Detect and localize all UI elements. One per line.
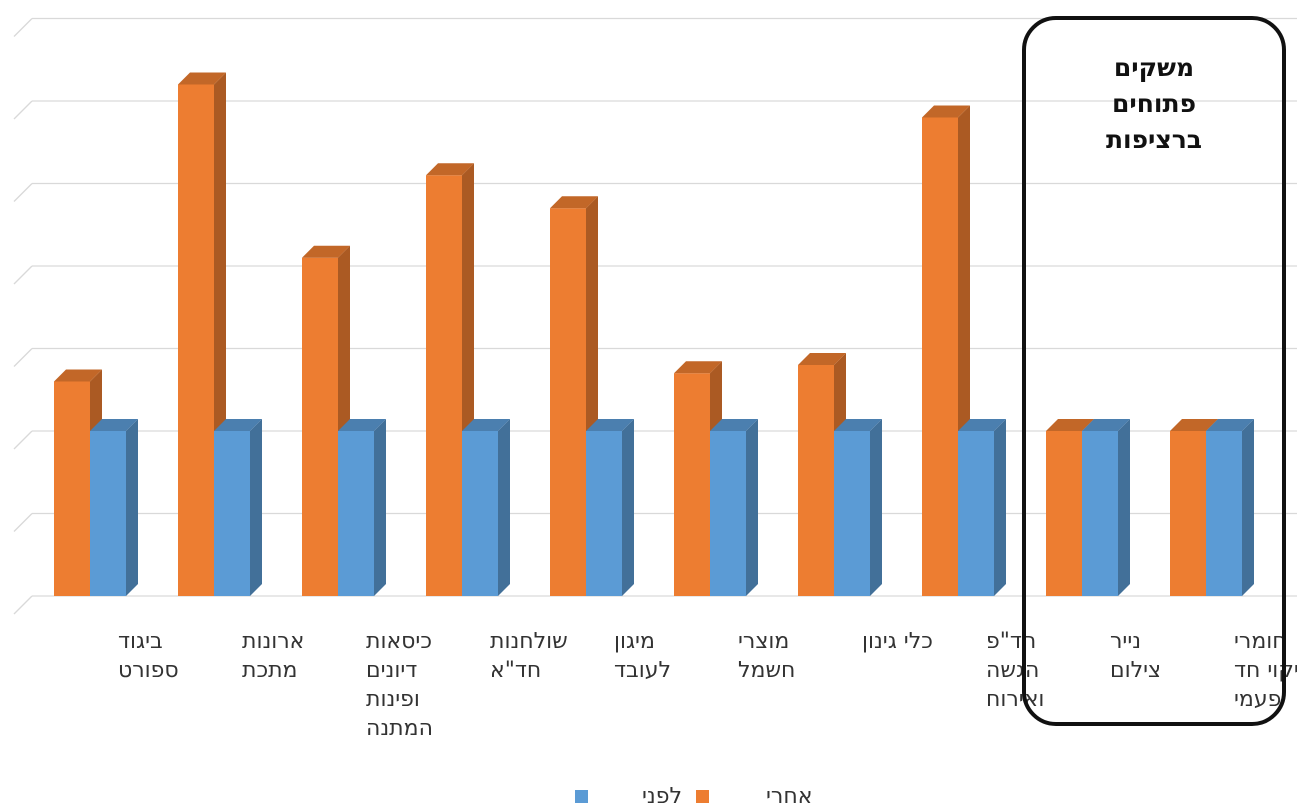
highlight-title: משקים פתוחים ברציפות	[1106, 53, 1202, 154]
bar-before-3	[462, 419, 510, 596]
legend-swatch-before	[575, 790, 588, 803]
legend-label-after: אחרי	[766, 784, 812, 808]
gridline-depth	[13, 430, 33, 450]
bar-before-6	[834, 419, 882, 596]
highlight-frame	[1022, 16, 1286, 726]
bar-before-9	[1206, 419, 1254, 596]
category-label: נייר צילום	[1110, 629, 1161, 683]
category-label: שולחנות חד"א	[490, 629, 568, 683]
gridline-depth	[13, 183, 33, 202]
bar-before-1	[214, 419, 262, 596]
gridline-depth	[13, 513, 33, 532]
bars	[54, 72, 1254, 596]
category-labels: ביגוד ספורט ארונות מתכת כיסאות דיונים ופינות המ…	[118, 629, 1297, 741]
bar-after-1	[178, 72, 226, 596]
gridline-depth	[13, 100, 33, 120]
gridline-depth	[13, 18, 33, 37]
legend: אחרי לפני	[575, 784, 812, 808]
gridline-depth	[13, 348, 33, 367]
category-label: מוצרי חשמל	[738, 629, 795, 683]
bar-before-8	[1082, 419, 1130, 596]
category-label: חד"פ הגשה ואירוח	[986, 629, 1044, 712]
bar-before-2	[338, 419, 386, 596]
category-label: ביגוד ספורט	[118, 629, 179, 683]
category-label: ארונות מתכת	[242, 629, 304, 683]
bar-before-0	[90, 419, 138, 596]
bar-before-4	[586, 419, 634, 596]
gridline-depth	[13, 595, 33, 615]
bar-before-5	[710, 419, 758, 596]
legend-swatch-after	[696, 790, 709, 803]
legend-label-before: לפני	[642, 784, 682, 808]
annotation-box: משקים פתוחים ברציפות	[1022, 16, 1286, 726]
category-label: מיגון לעובד	[614, 629, 671, 683]
category-label: כלי גינון	[862, 629, 933, 654]
category-label: כיסאות דיונים ופינות המתנה	[366, 629, 433, 741]
gridline-depth	[13, 265, 33, 285]
bar-before-7	[958, 419, 1006, 596]
